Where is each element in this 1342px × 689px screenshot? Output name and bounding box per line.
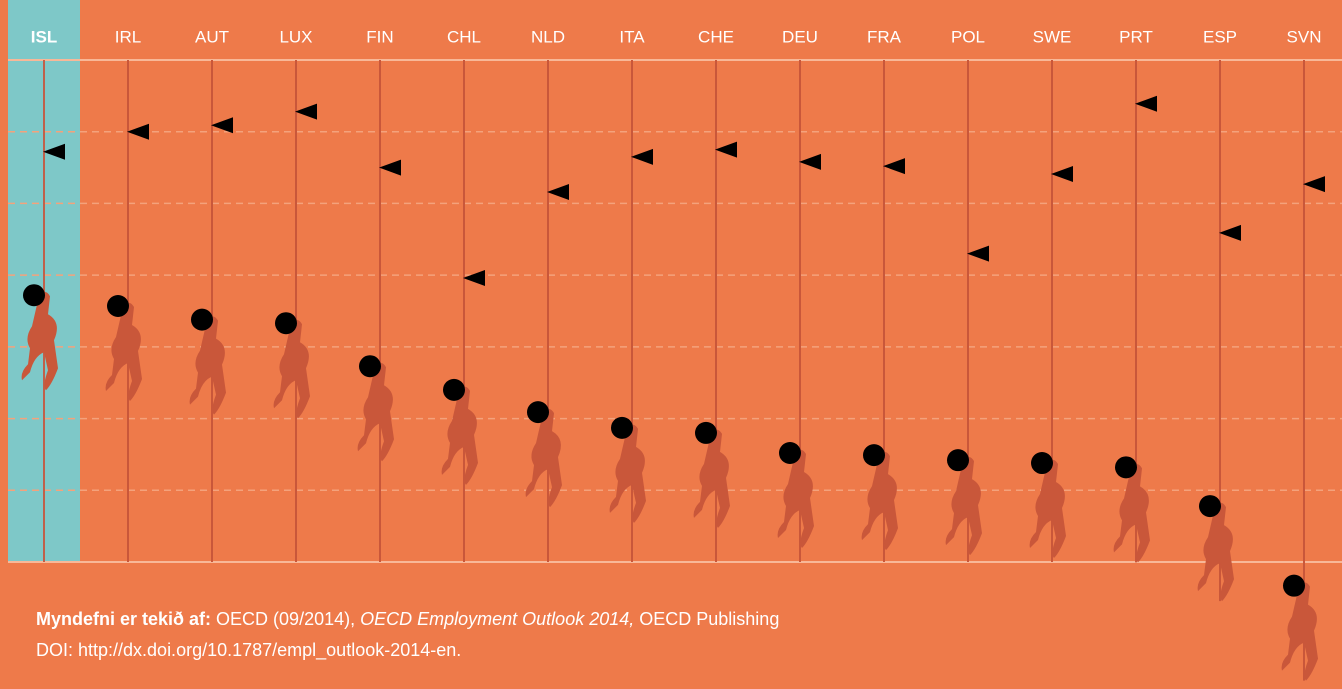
triangle-marker <box>1135 95 1157 112</box>
triangle-marker <box>715 141 737 158</box>
circle-marker <box>23 284 45 307</box>
source-publication: OECD Employment Outlook 2014, <box>360 609 634 629</box>
x-tick-label: CHE <box>698 27 734 46</box>
x-tick-label: ITA <box>619 27 645 46</box>
climber <box>357 363 394 462</box>
circle-marker <box>107 294 129 317</box>
source-doi: DOI: http://dx.doi.org/10.1787/empl_outl… <box>36 640 461 661</box>
x-tick-label: POL <box>951 27 985 46</box>
x-tick-label: PRT <box>1119 27 1153 46</box>
source-text: OECD (09/2014), <box>216 609 355 629</box>
x-tick-label: LUX <box>279 27 312 46</box>
circle-marker <box>1283 574 1305 597</box>
x-tick-label: ESP <box>1203 27 1237 46</box>
climber <box>777 449 814 548</box>
x-tick-label: SWE <box>1033 27 1072 46</box>
triangle-marker <box>799 153 821 170</box>
circle-marker <box>443 378 465 401</box>
circle-marker <box>611 416 633 439</box>
climber <box>525 408 562 508</box>
triangle-marker <box>463 270 485 287</box>
x-tick-label: DEU <box>782 27 818 46</box>
x-tick-label: SVN <box>1287 27 1322 46</box>
climber <box>273 320 310 419</box>
circle-marker <box>275 312 297 335</box>
circle-marker <box>191 308 213 331</box>
climber <box>1029 459 1066 559</box>
x-tick-label: NLD <box>531 27 565 46</box>
source-lead: Myndefni er tekið af: <box>36 609 211 629</box>
climber <box>861 451 898 551</box>
triangle-marker <box>631 148 653 165</box>
circle-marker <box>527 401 549 424</box>
climber <box>441 386 478 485</box>
circle-marker <box>359 355 381 378</box>
climber <box>189 316 226 415</box>
circle-marker <box>1199 495 1221 518</box>
climber <box>1281 582 1318 681</box>
x-tick-label: AUT <box>195 27 229 46</box>
climber <box>21 292 59 391</box>
climber <box>945 456 982 556</box>
source-line: Myndefni er tekið af: OECD (09/2014), OE… <box>36 609 779 629</box>
x-tick-label: IRL <box>115 27 141 46</box>
climber <box>1197 502 1234 602</box>
triangle-marker <box>295 103 317 120</box>
triangle-marker <box>1051 166 1073 183</box>
climber <box>693 429 730 528</box>
x-tick-label: FIN <box>366 27 393 46</box>
climber <box>609 424 646 523</box>
circle-marker <box>1031 452 1053 475</box>
x-tick-label: FRA <box>867 27 902 46</box>
triangle-marker <box>1303 176 1325 193</box>
x-tick-label: ISL <box>31 27 57 46</box>
circle-marker <box>695 421 717 444</box>
triangle-marker <box>967 245 989 262</box>
triangle-marker <box>43 143 65 160</box>
triangle-marker <box>1219 224 1241 241</box>
circle-marker <box>863 444 885 467</box>
circle-marker <box>947 449 969 472</box>
triangle-marker <box>379 159 401 176</box>
circle-marker <box>779 441 801 464</box>
triangle-marker <box>883 158 905 175</box>
x-tick-label: CHL <box>447 27 481 46</box>
triangle-marker <box>127 123 149 140</box>
source-publisher: OECD Publishing <box>639 609 779 629</box>
circle-marker <box>1115 456 1137 479</box>
triangle-marker <box>211 117 233 134</box>
triangle-marker <box>547 183 569 200</box>
climber <box>1113 464 1150 563</box>
climber <box>105 302 142 401</box>
